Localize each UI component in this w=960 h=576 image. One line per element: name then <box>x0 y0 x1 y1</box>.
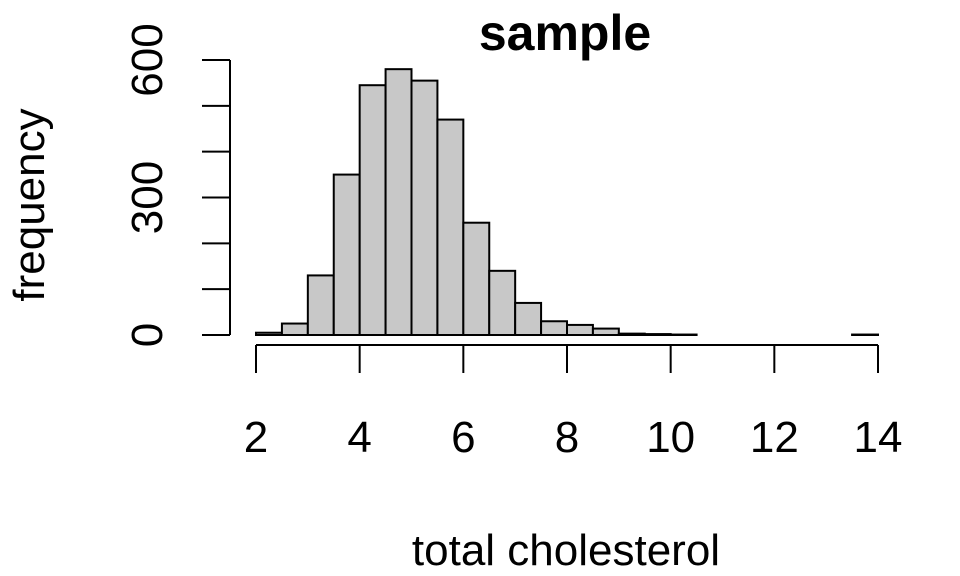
y-axis: 0 300 600 <box>123 23 231 347</box>
histogram-bar <box>280 322 309 336</box>
histogram-bar <box>306 274 335 336</box>
histogram-bar <box>540 320 568 336</box>
histogram-bar <box>384 68 413 337</box>
histogram-bar <box>566 323 594 336</box>
x-tick-label: 2 <box>244 413 268 462</box>
x-tick-label: 14 <box>854 413 903 462</box>
histogram-bar <box>358 84 387 337</box>
histogram-bar <box>410 79 439 336</box>
histogram-bar <box>514 301 543 336</box>
x-tick-label: 12 <box>750 413 799 462</box>
x-axis: 2 4 6 8 10 12 14 <box>244 344 903 462</box>
chart-title: sample <box>479 5 651 61</box>
histogram-bar <box>462 221 491 336</box>
x-tick-label: 6 <box>451 413 475 462</box>
histogram-bar <box>332 173 361 336</box>
histogram-bar <box>488 269 517 337</box>
y-axis-label: frequency <box>5 108 54 301</box>
histogram-bar <box>617 332 646 336</box>
x-tick-label: 8 <box>555 413 579 462</box>
y-tick-label: 300 <box>123 161 172 234</box>
histogram-bar <box>643 333 672 337</box>
x-tick-label: 10 <box>646 413 695 462</box>
histogram-bar <box>255 331 283 337</box>
y-tick-label: 0 <box>123 323 172 347</box>
histogram-bar <box>436 118 465 337</box>
bars <box>255 68 879 337</box>
x-tick-label: 4 <box>347 413 371 462</box>
y-tick-label: 600 <box>123 23 172 96</box>
x-axis-label: total cholesterol <box>412 526 720 575</box>
histogram-bar <box>591 327 620 337</box>
